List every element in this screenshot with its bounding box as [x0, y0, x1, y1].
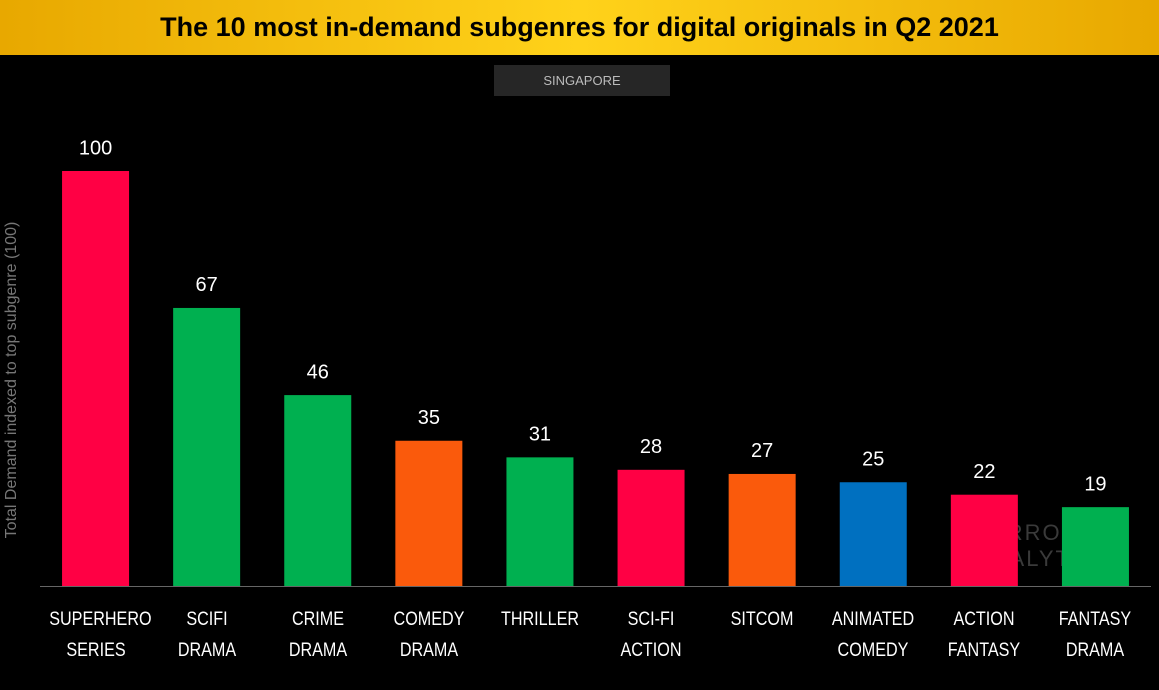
x-tick-label: SCIFI DRAMA [177, 609, 236, 661]
bar [1061, 507, 1129, 586]
data-label: 67 [196, 274, 218, 296]
x-tick-label: SCI-FI ACTION [620, 609, 682, 661]
data-label: 35 [418, 407, 440, 429]
bar [173, 307, 241, 586]
bar [617, 469, 685, 586]
bar [839, 482, 907, 586]
data-label: 46 [307, 361, 329, 383]
x-tick-label: CRIME DRAMA [288, 609, 347, 661]
chart-title: The 10 most in-demand subgenres for digi… [0, 0, 1159, 55]
bar [395, 440, 463, 586]
data-label: 22 [973, 461, 995, 483]
bar [950, 494, 1018, 586]
x-tick-label: ACTION FANTASY [948, 609, 1021, 661]
bar [506, 457, 574, 586]
x-tick-label: SITCOM [730, 609, 794, 630]
x-tick-label: SUPERHERO SERIES [48, 609, 152, 661]
chart-subtitle: SINGAPORE [494, 65, 670, 96]
x-tick-label: ANIMATED COMEDY [832, 609, 915, 661]
bar [728, 473, 796, 586]
data-label: 31 [529, 424, 551, 446]
x-tick-label: THRILLER [500, 609, 579, 630]
bar [62, 171, 130, 586]
data-label: 100 [79, 137, 112, 159]
data-label: 25 [862, 449, 884, 471]
x-tick-label: COMEDY DRAMA [393, 609, 465, 661]
data-label: 28 [640, 436, 662, 458]
bar [284, 395, 352, 586]
data-label: 27 [751, 440, 773, 462]
x-tick-label: FANTASY DRAMA [1059, 609, 1132, 661]
data-label: 19 [1084, 473, 1106, 495]
